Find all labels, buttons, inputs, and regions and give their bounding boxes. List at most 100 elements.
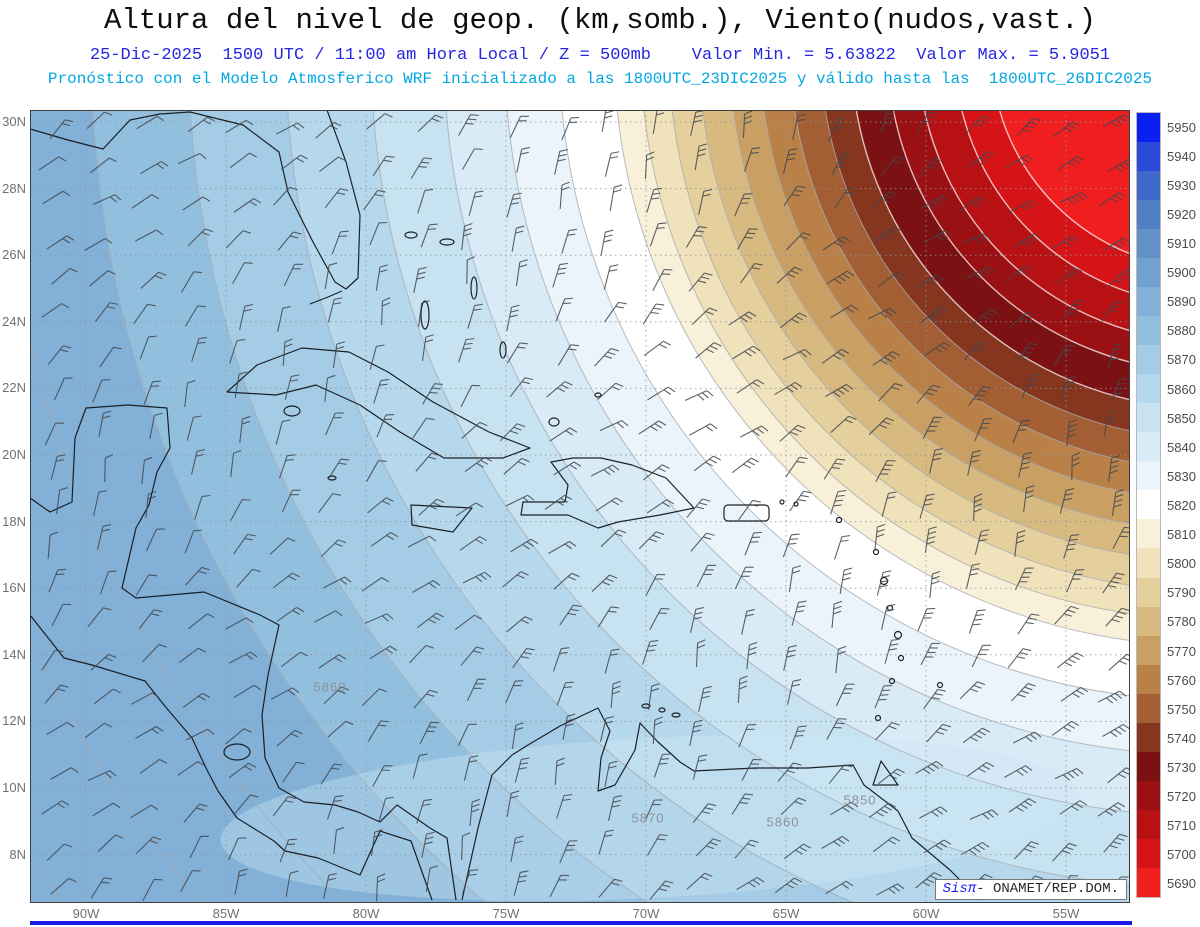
coast-central-america-caribbean <box>30 404 457 901</box>
coast-puerto-rico <box>723 504 770 522</box>
colorbar-value: 5780 <box>1167 614 1196 630</box>
lat-tick-label: 20N <box>2 446 26 462</box>
island-barbados <box>936 681 944 689</box>
contour-label: 5860 <box>313 679 347 695</box>
lat-tick-label: 18N <box>2 513 26 529</box>
contour-label: 5870 <box>631 810 665 826</box>
island-bonaire <box>671 712 681 718</box>
colorbar-value: 5910 <box>1167 236 1196 251</box>
colorbar-value: 5790 <box>1167 585 1196 601</box>
bottom-blue-line <box>30 921 1132 925</box>
colorbar-segment <box>1137 374 1160 404</box>
colorbar-segment <box>1137 490 1160 520</box>
colorbar-segment <box>1137 287 1160 317</box>
colorbar-value: 5730 <box>1167 760 1196 775</box>
colorbar-segment <box>1137 577 1160 607</box>
colorbar-segment <box>1137 403 1160 433</box>
geopotential-map <box>30 110 1130 903</box>
coast-south-america <box>461 707 981 901</box>
lon-tick-label: 75W <box>492 906 520 921</box>
colorbar-segment <box>1137 693 1160 723</box>
longitude-axis: 90W 85W 80W 75W 70W 65W 60W 55W <box>30 906 1130 922</box>
colorbar-segment <box>1137 548 1160 578</box>
colorbar-value: 5740 <box>1167 730 1196 746</box>
height-shading <box>30 110 1130 903</box>
colorbar-segment <box>1137 838 1160 868</box>
lon-tick-label: 55W <box>1052 906 1080 921</box>
colorbar <box>1136 112 1161 898</box>
colorbar-value: 5890 <box>1167 294 1196 310</box>
colorbar-value: 5940 <box>1167 148 1196 164</box>
colorbar-value: 5720 <box>1167 789 1196 805</box>
island-st-lucia <box>897 654 905 662</box>
lat-tick-label: 22N <box>2 380 26 396</box>
lon-tick-label: 90W <box>72 906 100 921</box>
light-band <box>220 735 1080 901</box>
lat-tick-label: 30N <box>2 113 26 129</box>
colorbar-value: 5860 <box>1167 381 1196 397</box>
coast-gulf-florida <box>30 110 361 290</box>
wind-barbs-layer <box>38 110 1130 902</box>
colorbar-segment <box>1137 345 1160 375</box>
colorbar-value: 5810 <box>1167 527 1196 543</box>
map-area: 5860 5870 5860 5850 Sisπ- ONAMET/REP.DOM. <box>30 110 1130 903</box>
colorbar-value: 5770 <box>1167 643 1196 659</box>
colorbar-segment <box>1137 606 1160 636</box>
colorbar-value: 5920 <box>1167 206 1196 222</box>
island-antigua <box>872 548 880 556</box>
lat-tick-label: 8N <box>9 846 26 862</box>
colorbar-segment <box>1137 461 1160 491</box>
attribution-brand: Sisπ <box>942 881 977 897</box>
colorbar-segment <box>1137 519 1160 549</box>
model-info-line: Pronóstico con el Modelo Atmosferico WRF… <box>47 70 1153 88</box>
lat-tick-label: 10N <box>2 779 26 795</box>
colorbar-value: 5710 <box>1167 818 1196 834</box>
colorbar-segment <box>1137 751 1160 781</box>
colorbar-segment <box>1137 258 1160 288</box>
lat-tick-label: 26N <box>2 247 26 263</box>
map-border <box>30 110 1130 903</box>
island-martinique <box>893 630 903 640</box>
lat-tick-label: 28N <box>2 180 26 196</box>
island-long-island <box>499 341 507 359</box>
colorbar-value: 5870 <box>1167 352 1196 368</box>
island-virgin-1 <box>779 499 785 505</box>
island-turks <box>594 392 602 398</box>
coast-florida-keys <box>309 290 343 305</box>
colorbar-value: 5750 <box>1167 701 1196 717</box>
lat-tick-label: 14N <box>2 646 26 662</box>
coast-trinidad <box>872 760 899 786</box>
colorbar-segment <box>1137 432 1160 462</box>
lon-tick-label: 80W <box>352 906 380 921</box>
lon-tick-label: 60W <box>912 906 940 921</box>
island-andros <box>420 300 430 330</box>
contour-label: 5850 <box>843 792 877 808</box>
colorbar-value: 5760 <box>1167 672 1196 688</box>
colorbar-labels: 5950 5940 5930 5920 5910 5900 5890 5880 5870 5860… <box>1167 112 1200 898</box>
island-aruba <box>641 703 651 709</box>
island-grand-bahama <box>404 231 418 239</box>
page-title: Altura del nivel de geop. (km,somb.), Vi… <box>104 4 1096 37</box>
colorbar-segment <box>1137 200 1160 230</box>
island-curacao <box>658 707 666 713</box>
island-anguilla <box>835 516 843 524</box>
colorbar-segment <box>1137 780 1160 810</box>
colorbar-value: 5820 <box>1167 498 1196 513</box>
colorbar-value: 5930 <box>1167 177 1196 193</box>
lon-tick-label: 70W <box>632 906 660 921</box>
coast-cuba <box>226 347 531 459</box>
colorbar-value: 5800 <box>1167 556 1196 572</box>
colorbar-segment <box>1137 113 1160 143</box>
island-grenada <box>874 714 882 722</box>
attribution-text: - ONAMET/REP.DOM. <box>976 881 1119 897</box>
lon-tick-label: 65W <box>772 906 800 921</box>
valid-time-line: 25-Dic-2025 1500 UTC / 11:00 am Hora Loc… <box>89 46 1111 65</box>
lat-tick-label: 16N <box>2 580 26 596</box>
colorbar-segment <box>1137 867 1160 897</box>
lat-tick-label: 24N <box>2 313 26 329</box>
coastlines <box>30 110 981 901</box>
colorbar-value: 5900 <box>1167 265 1196 281</box>
colorbar-value: 5840 <box>1167 439 1196 455</box>
coast-hispaniola <box>520 457 695 529</box>
island-eleuthera <box>470 276 478 300</box>
